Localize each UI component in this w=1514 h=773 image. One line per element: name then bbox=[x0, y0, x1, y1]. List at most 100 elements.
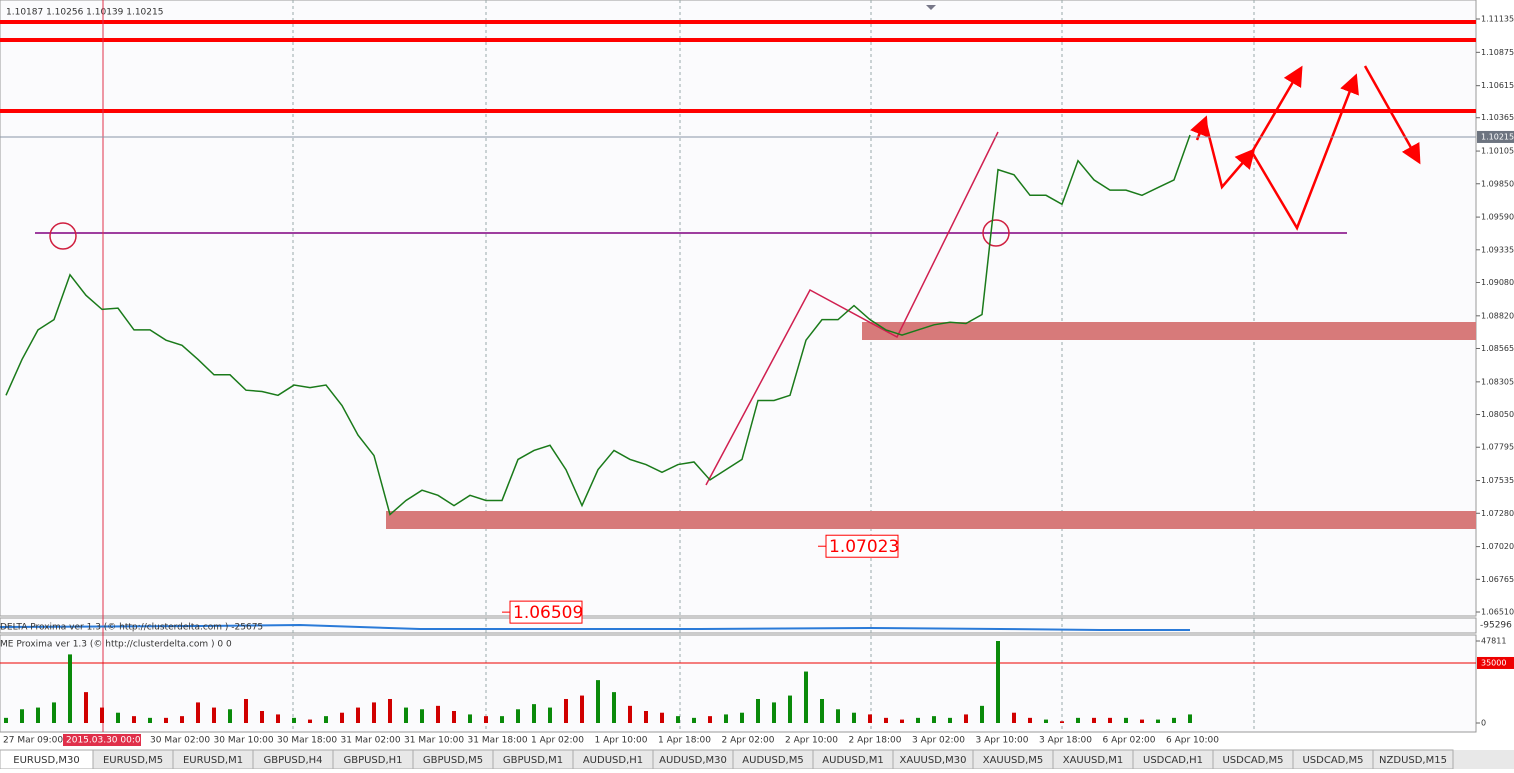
x-tick-label: 30 Mar 02:00 bbox=[150, 736, 210, 746]
volume-bar bbox=[276, 714, 280, 723]
volume-bar bbox=[660, 712, 664, 723]
y-tick-label: 1.08305 bbox=[1481, 377, 1514, 386]
tab-label[interactable]: AUDUSD,H1 bbox=[583, 755, 643, 766]
y-tick-label: 1.07795 bbox=[1481, 443, 1514, 452]
y-tick-label: 1.10875 bbox=[1481, 48, 1514, 57]
tab-label[interactable]: GBPUSD,M5 bbox=[423, 755, 483, 766]
y-tick-label: 1.09590 bbox=[1481, 213, 1514, 222]
y-tick-label: 1.08050 bbox=[1481, 410, 1514, 419]
volume-bar bbox=[1044, 719, 1048, 723]
volume-bar bbox=[116, 712, 120, 723]
volume-bar bbox=[164, 717, 168, 723]
x-tick-label: 2 Apr 18:00 bbox=[849, 736, 902, 746]
x-tick-label: 2 Apr 02:00 bbox=[722, 736, 775, 746]
volume-bar bbox=[804, 671, 808, 723]
tab-label[interactable]: GBPUSD,H1 bbox=[343, 755, 402, 766]
volume-bar bbox=[788, 695, 792, 723]
price-label: 1.06509 bbox=[513, 603, 583, 623]
volume-bar bbox=[756, 698, 760, 723]
x-tick-label: 31 Mar 18:00 bbox=[468, 736, 528, 746]
y-tick-label: 1.08820 bbox=[1481, 311, 1514, 320]
volume-bar bbox=[1060, 721, 1064, 723]
tab-label[interactable]: XAUUSD,M30 bbox=[900, 755, 967, 766]
volume-bar bbox=[820, 698, 824, 723]
x-tick-label: 27 Mar 09:00 bbox=[3, 736, 63, 746]
y-tick-label: 1.11135 bbox=[1481, 15, 1514, 24]
volume-bar bbox=[900, 719, 904, 723]
tab-label[interactable]: AUDUSD,M1 bbox=[822, 755, 883, 766]
volume-bar bbox=[292, 717, 296, 723]
volume-bar bbox=[676, 716, 680, 723]
volume-bar bbox=[884, 717, 888, 723]
volume-bar bbox=[532, 704, 536, 723]
y-tick-label: 1.07020 bbox=[1481, 542, 1514, 551]
volume-bar bbox=[516, 709, 520, 723]
y-tick-label: 1.08565 bbox=[1481, 344, 1514, 353]
tab-label[interactable]: AUDUSD,M30 bbox=[659, 755, 727, 766]
x-tick-label: 3 Apr 10:00 bbox=[976, 736, 1029, 746]
tab-label[interactable]: USDCAD,M5 bbox=[1302, 755, 1363, 766]
volume-bar bbox=[20, 709, 24, 723]
arrow bbox=[1250, 65, 1303, 153]
volume-bar bbox=[68, 654, 72, 723]
volume-bar bbox=[468, 714, 472, 723]
tab-label[interactable]: XAUUSD,M1 bbox=[1063, 755, 1124, 766]
circle-marker bbox=[982, 219, 1010, 247]
tab-label[interactable]: USDCAD,M5 bbox=[1222, 755, 1283, 766]
volume-bar bbox=[340, 712, 344, 723]
x-tick-label: 31 Mar 10:00 bbox=[404, 736, 464, 746]
volume-bar bbox=[932, 716, 936, 723]
volume-bar bbox=[4, 717, 8, 723]
support-zone bbox=[862, 322, 1476, 340]
y-tick-label: 0 bbox=[1481, 719, 1486, 728]
volume-bar bbox=[596, 680, 600, 723]
zigzag bbox=[705, 131, 999, 486]
y-tick-label: 1.10365 bbox=[1481, 113, 1514, 122]
tab-label[interactable]: NZDUSD,M15 bbox=[1379, 755, 1447, 766]
volume-bar bbox=[868, 714, 872, 723]
x-tick-label: 3 Apr 18:00 bbox=[1039, 736, 1092, 746]
volume-bar bbox=[404, 707, 408, 723]
volume-bar bbox=[484, 716, 488, 723]
volume-bar bbox=[260, 710, 264, 723]
tab-label[interactable]: EURUSD,M5 bbox=[103, 755, 163, 766]
volume-bar bbox=[1108, 717, 1112, 723]
volume-pane bbox=[0, 634, 1477, 733]
indicator-label: ME Proxima ver 1.3 (© http://clusterdelt… bbox=[0, 640, 232, 650]
circle-marker bbox=[49, 222, 77, 250]
crosshair-label: 2015.03.30 00:00 bbox=[66, 736, 147, 746]
volume-bar bbox=[132, 716, 136, 723]
y-tick-label: 1.07535 bbox=[1481, 476, 1514, 485]
tab-label[interactable]: EURUSD,M1 bbox=[183, 755, 243, 766]
volume-bar bbox=[452, 710, 456, 723]
y-tick-label: 1.06765 bbox=[1481, 575, 1514, 584]
volume-bar bbox=[1028, 717, 1032, 723]
x-tick-label: 1 Apr 18:00 bbox=[658, 736, 711, 746]
tab-label[interactable]: GBPUSD,H4 bbox=[263, 755, 322, 766]
tab-label[interactable]: USDCAD,H1 bbox=[1143, 755, 1203, 766]
volume-bar bbox=[244, 698, 248, 723]
volume-bar bbox=[388, 698, 392, 723]
volume-bar bbox=[36, 707, 40, 723]
volume-bar bbox=[100, 707, 104, 723]
volume-bar bbox=[196, 702, 200, 723]
current-price-box bbox=[1477, 130, 1514, 143]
volume-bar bbox=[84, 692, 88, 723]
volume-bar bbox=[1156, 719, 1160, 723]
tab-label[interactable]: XAUUSD,M5 bbox=[983, 755, 1044, 766]
volume-bar bbox=[1172, 717, 1176, 723]
tab-label[interactable]: EURUSD,M30 bbox=[13, 755, 79, 766]
tab-label[interactable]: GBPUSD,M1 bbox=[503, 755, 563, 766]
price-label-box bbox=[509, 600, 583, 624]
price-label: 1.07023 bbox=[829, 537, 899, 557]
y-tick-label: 1.09850 bbox=[1481, 179, 1514, 188]
x-tick-label: 1 Apr 10:00 bbox=[595, 736, 648, 746]
y-tick-label: 1.10615 bbox=[1481, 81, 1514, 90]
volume-bar bbox=[228, 709, 232, 723]
y-tick-label: 1.06510 bbox=[1481, 608, 1514, 617]
volume-bar bbox=[644, 710, 648, 723]
tab-label[interactable]: AUDUSD,M5 bbox=[742, 755, 803, 766]
volume-bar bbox=[548, 707, 552, 723]
